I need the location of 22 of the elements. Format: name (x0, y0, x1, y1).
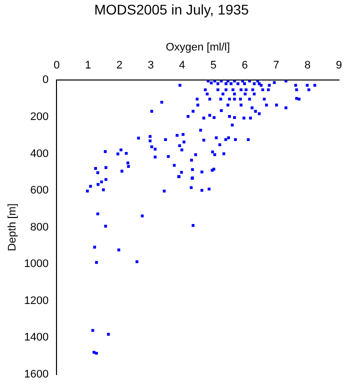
x-tick-label: 9 (336, 60, 342, 72)
y-tick-label: 600 (30, 184, 49, 197)
y-tick-label: 200 (30, 111, 49, 124)
x-tick-label: 1 (84, 60, 92, 72)
x-tick-label: 3 (148, 60, 154, 72)
y-tick-label: 1200 (24, 294, 49, 307)
x-tick-label: 4 (179, 60, 186, 72)
y-tick-label: 1000 (24, 258, 49, 270)
x-tick-label: 0 (54, 60, 60, 72)
x-tick-label: 5 (210, 60, 217, 72)
y-tick-label: 400 (30, 148, 49, 160)
y-tick-label: 1400 (24, 332, 49, 344)
y-tick-label: 0 (42, 74, 49, 86)
x-tick-label: 8 (304, 60, 311, 72)
y-axis-title: Depth [m] (6, 203, 19, 252)
x-tick-label: 6 (242, 60, 248, 72)
y-tick-label: 800 (30, 221, 49, 234)
chart-title: MODS2005 in July, 1935 (94, 1, 250, 18)
x-tick-label: 7 (273, 60, 280, 72)
x-tick-label: 2 (116, 60, 122, 72)
x-axis-title: Oxygen [ml/l] (166, 41, 230, 54)
y-tick-label: 1600 (24, 368, 49, 380)
